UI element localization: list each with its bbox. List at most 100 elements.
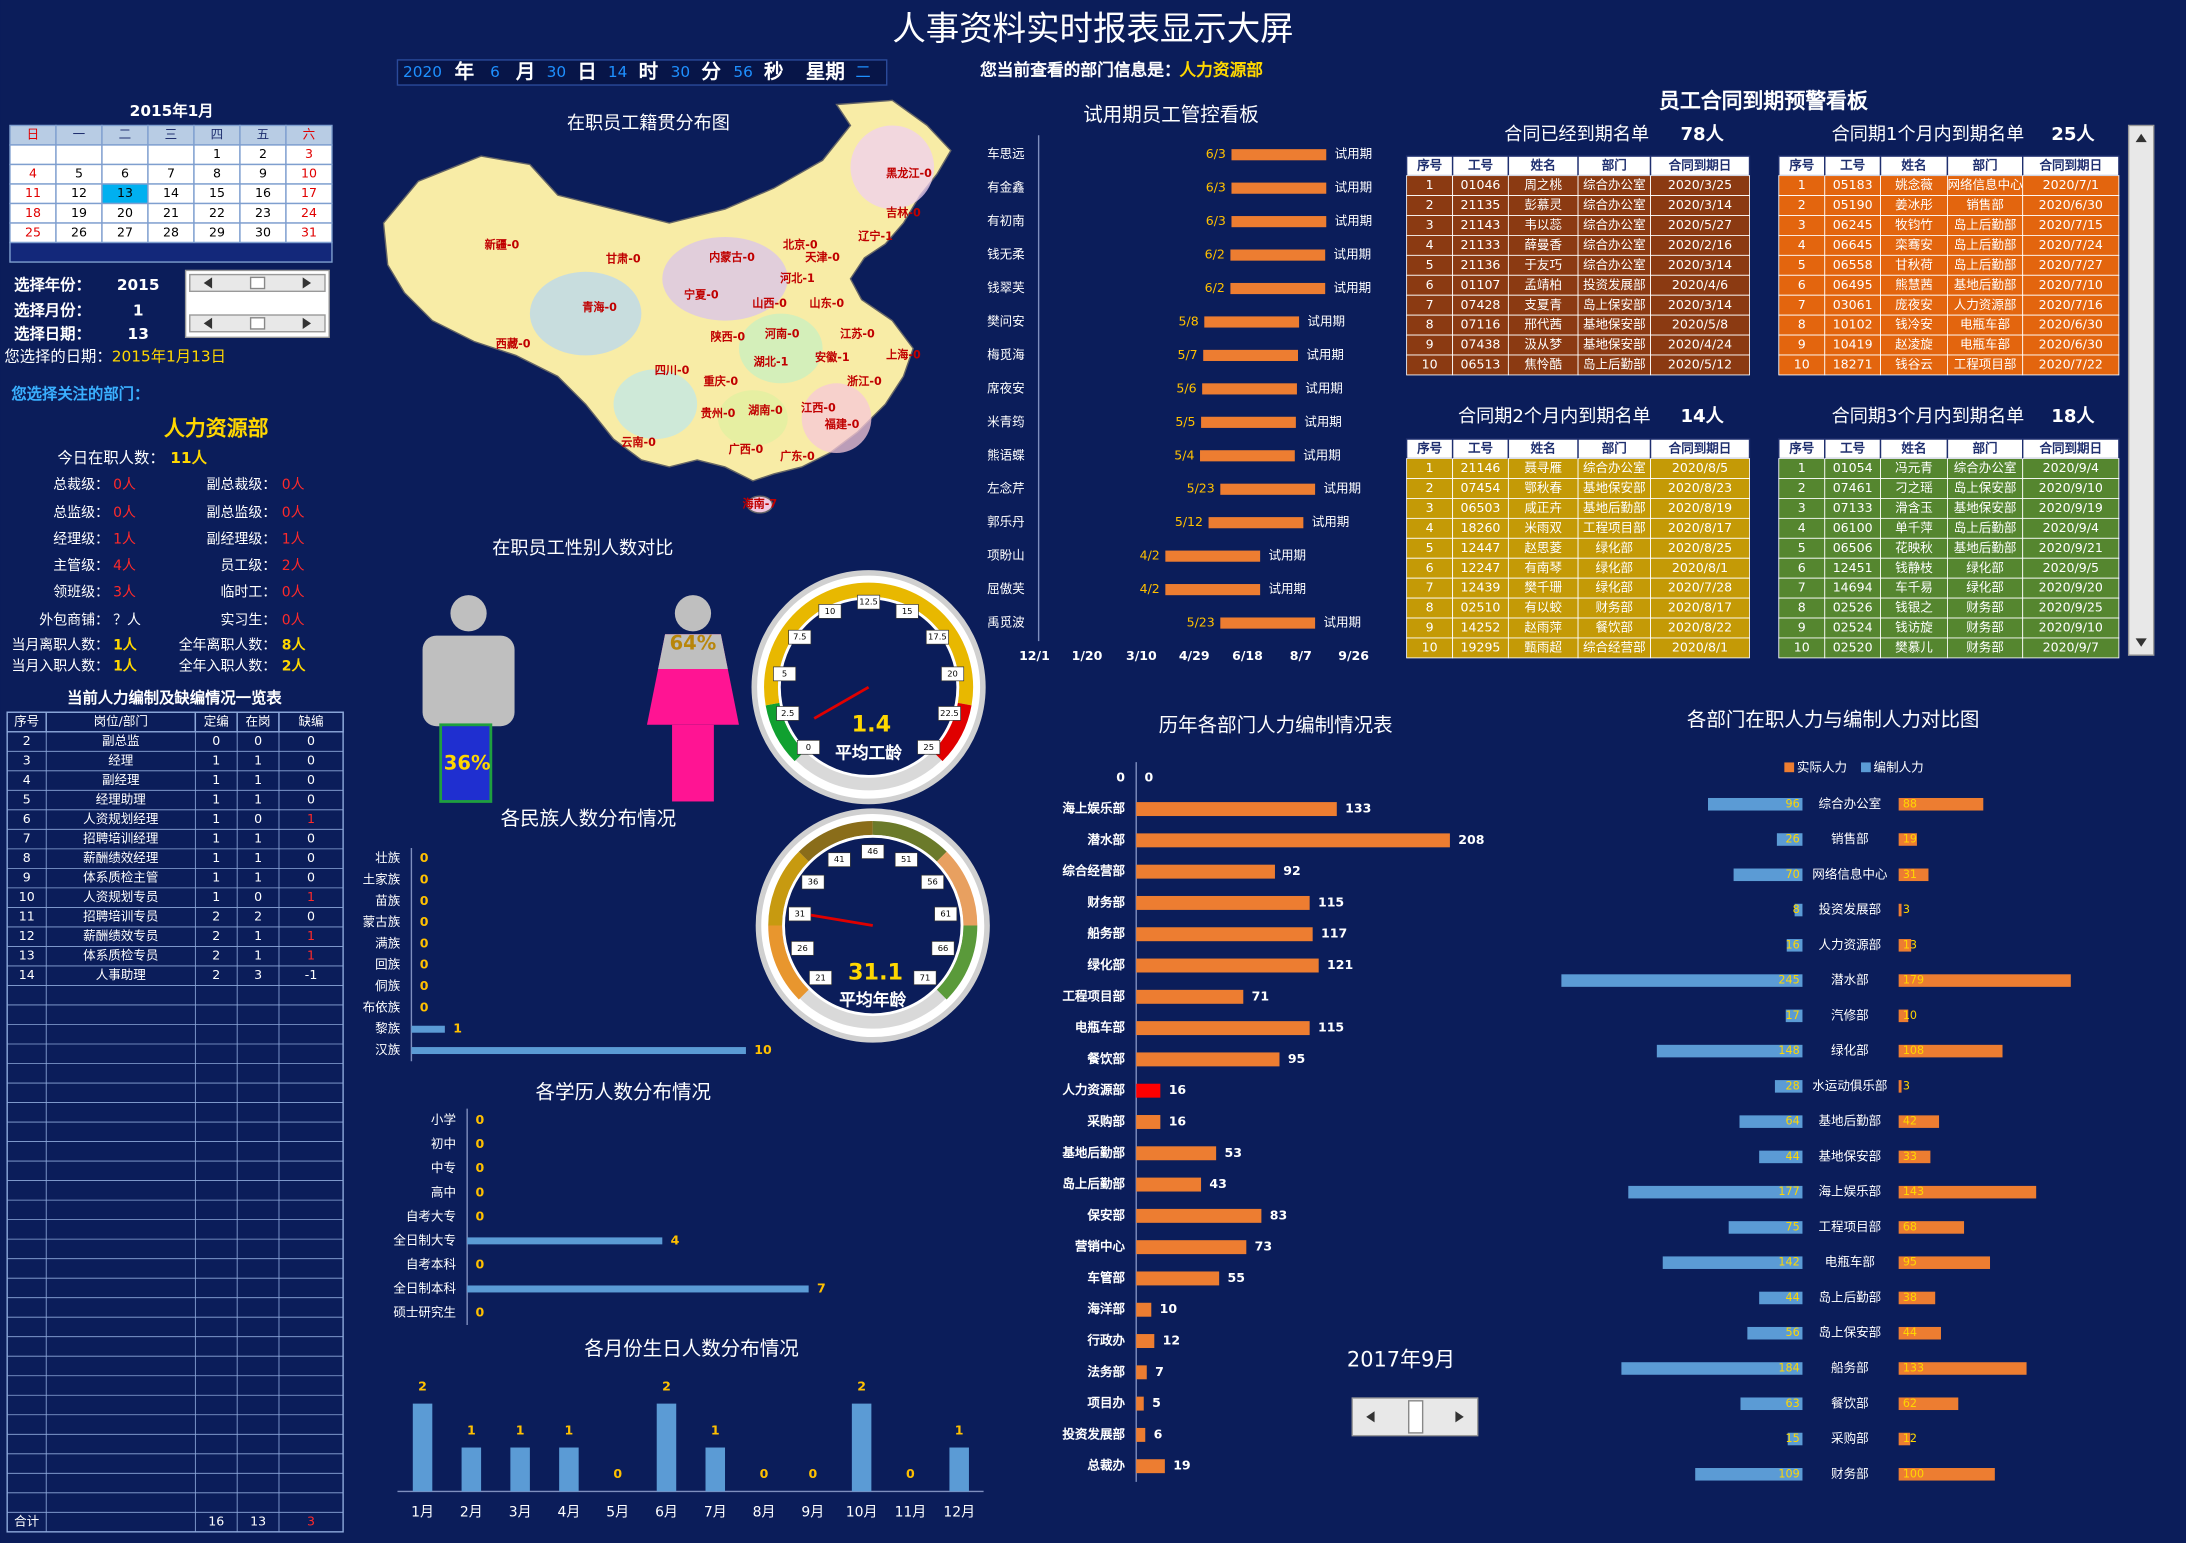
category-label: 中专 [431,1160,456,1175]
value-label: 96 [1785,797,1799,810]
table-cell: 12439 [1461,580,1501,595]
table-cell: 薪酬绩效经理 [83,850,159,865]
bar [1898,868,1929,882]
clock-unit: 秒 [764,60,784,83]
status-label: 试用期 [1335,213,1373,228]
table-cell: 06100 [1833,520,1873,535]
status-label: 试用期 [1323,481,1361,496]
scroll-arrow[interactable] [2135,638,2147,647]
table-header: 工号 [1468,157,1493,172]
clock-unit: 年 [455,60,475,83]
bar [510,1447,530,1492]
chart-title: 历年各部门人力编制情况表 [1159,714,1393,737]
table-cell: 3 [1426,500,1434,515]
calendar-day: 14 [163,185,179,200]
table-cell: 8 [1426,317,1434,332]
category-label: 基地后勤部 [1061,1145,1125,1160]
bar [1898,1468,1995,1481]
table-cell: 10 [1794,640,1810,655]
gauge-tick-box [921,874,945,890]
scroll-thumb[interactable] [249,276,266,290]
scroll-arrow[interactable] [1366,1411,1375,1423]
value-label: 19 [1173,1458,1190,1473]
table-header: 部门 [1973,157,1998,172]
gantt-bar [1165,584,1261,596]
scroll-arrow[interactable] [203,317,213,329]
bar [1136,1177,1202,1192]
scroll-arrow[interactable] [1455,1411,1464,1423]
table-cell: 熊慧茜 [1895,277,1933,292]
category-label: 投资发展部 [1062,1426,1125,1441]
table-cell: 2020/8/1 [1672,640,1728,655]
gender-title: 在职员工性别人数对比 [492,538,673,559]
value-label: 0 [420,978,429,993]
gauge-band [765,702,805,762]
category-label: 岛上后勤部 [1819,1289,1882,1304]
clock-unit: 月 [515,60,536,83]
bar [1898,903,1902,917]
scroll-arrow[interactable] [302,277,312,289]
gantt-bar [1230,282,1326,295]
name-label: 钱无柔 [987,247,1025,262]
gauge-tick-label: 2.5 [781,708,794,718]
stat-label: 全年入职人数： [179,657,276,674]
weekday: 五 [257,127,270,142]
table-cell: 0 [307,831,315,846]
legend-label: 编制人力 [1874,760,1924,775]
table-header: 姓名 [1901,157,1926,172]
bar [1136,927,1313,942]
male-percent: 36% [444,751,491,774]
table-cell: 1 [254,772,262,787]
scrollbar[interactable] [2127,124,2155,656]
scroll-arrow[interactable] [2135,133,2147,143]
table-cell: 0 [212,733,220,748]
weekday: 六 [303,127,316,142]
category-label: 海上娱乐部 [1062,801,1125,816]
table-cell: 2020/7/10 [2039,277,2103,292]
bar [1740,1397,1803,1411]
bar [656,1403,677,1492]
start-label: 4/2 [1140,548,1160,563]
bar [1662,1256,1803,1269]
scroll-arrow[interactable] [302,317,312,329]
table-header: 定编 [204,714,229,729]
table-cell: 单千萍 [1895,520,1933,535]
gauge-tick-box [917,739,941,755]
value-label: 88 [1903,797,1917,810]
value-label: 83 [1270,1207,1287,1222]
bar [1786,939,1803,952]
table-cell: 综合办公室 [1954,460,2017,475]
calendar-day: 26 [71,224,87,239]
stat-label: 主管级： [53,558,109,574]
table-cell: 钱冷安 [1895,317,1933,332]
status-label: 试用期 [1307,313,1345,328]
value-label: 16 [1785,938,1799,951]
table-cell: 投资发展部 [1583,277,1646,292]
scroll-thumb[interactable] [249,317,266,330]
value-label: 1 [955,1422,964,1437]
clock-unit: 星期 [806,60,845,83]
category-label: 侗族 [375,978,401,993]
gauge-band [798,820,873,862]
table-cell: 07428 [1461,297,1501,312]
table-cell: 02526 [1833,600,1873,615]
gauge-tick-label: 25 [923,742,934,752]
value-label: 15 [1785,1432,1799,1445]
start-label: 5/23 [1187,615,1215,630]
value-label: 0 [420,957,429,972]
table-cell: -1 [305,967,318,982]
name-label: 有初南 [987,213,1025,228]
weekday: 四 [211,127,224,142]
scroll-thumb[interactable] [1408,1400,1424,1434]
gauge-tick-box [937,706,961,721]
table-cell: 1 [1426,460,1434,475]
x-tick-label: 12/1 [1019,648,1050,663]
clock-value: 14 [608,63,628,81]
gantt-bar [1202,383,1297,395]
table-header: 序号 [1417,157,1442,172]
category-label: 网络信息中心 [1812,866,1888,881]
region-label: 青海-0 [582,300,617,314]
gantt-bar [1203,349,1299,362]
table-cell: 8 [1798,600,1806,615]
scroll-arrow[interactable] [203,277,213,289]
